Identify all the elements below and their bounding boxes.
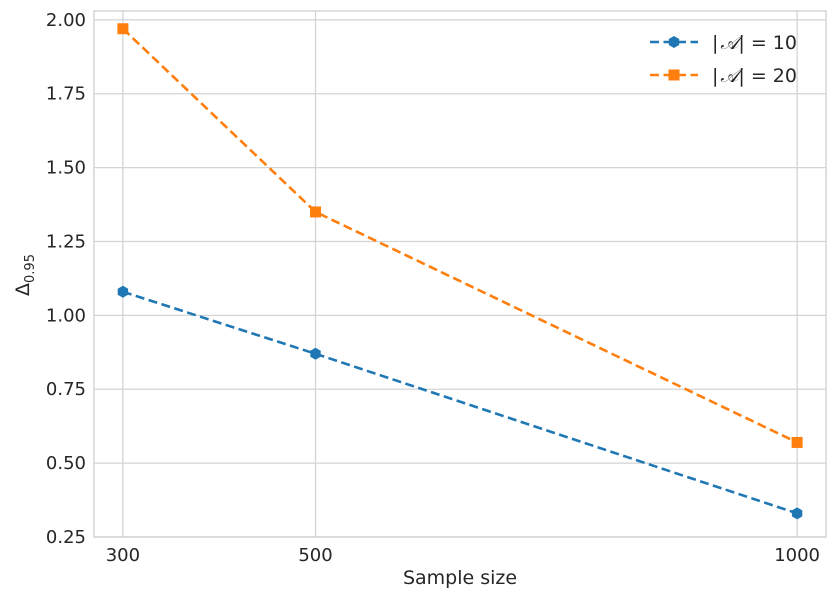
y-tick-label: 1.00 [46, 305, 86, 326]
grid-lines [94, 11, 826, 538]
x-tick-label: 300 [106, 545, 140, 566]
y-tick-labels: 0.25 0.50 0.75 1.00 1.25 1.50 1.75 2.00 [46, 10, 86, 548]
data-point-series-2 [310, 206, 322, 218]
data-point-series-1 [310, 347, 321, 360]
y-tick-label: 1.75 [46, 84, 86, 105]
y-tick-label: 1.25 [46, 231, 86, 252]
x-axis-label: Sample size [403, 567, 517, 589]
x-tick-labels: 300 500 1000 [106, 545, 820, 566]
legend-marker-2 [668, 69, 680, 81]
data-point-series-2 [791, 436, 803, 448]
data-point-series-2 [117, 23, 129, 35]
series-markers [117, 23, 803, 520]
y-tick-label: 0.25 [46, 527, 86, 548]
y-axis-label-main: Δ [12, 283, 34, 296]
y-tick-label: 0.75 [46, 379, 86, 400]
legend: | 𝒜| = 10 | 𝒜| = 20 [650, 32, 797, 87]
y-axis-label-subscript: 0.95 [23, 254, 38, 283]
series-line-1 [122, 290, 798, 515]
legend-marker-1 [668, 36, 680, 48]
x-tick-label: 1000 [774, 545, 820, 566]
series-line-2 [121, 27, 798, 444]
legend-label-2: | 𝒜| = 20 [712, 65, 797, 87]
y-tick-label: 0.50 [46, 453, 86, 474]
legend-label-1: | 𝒜| = 10 [712, 32, 797, 54]
data-point-series-1 [117, 285, 129, 298]
data-point-series-1 [791, 507, 803, 520]
plot-frame [93, 10, 827, 538]
y-axis-label: Δ0.95 [12, 254, 38, 296]
y-tick-label: 1.50 [46, 158, 86, 179]
series-lines [121, 27, 798, 515]
y-tick-label: 2.00 [46, 10, 86, 31]
x-tick-label: 500 [298, 545, 332, 566]
